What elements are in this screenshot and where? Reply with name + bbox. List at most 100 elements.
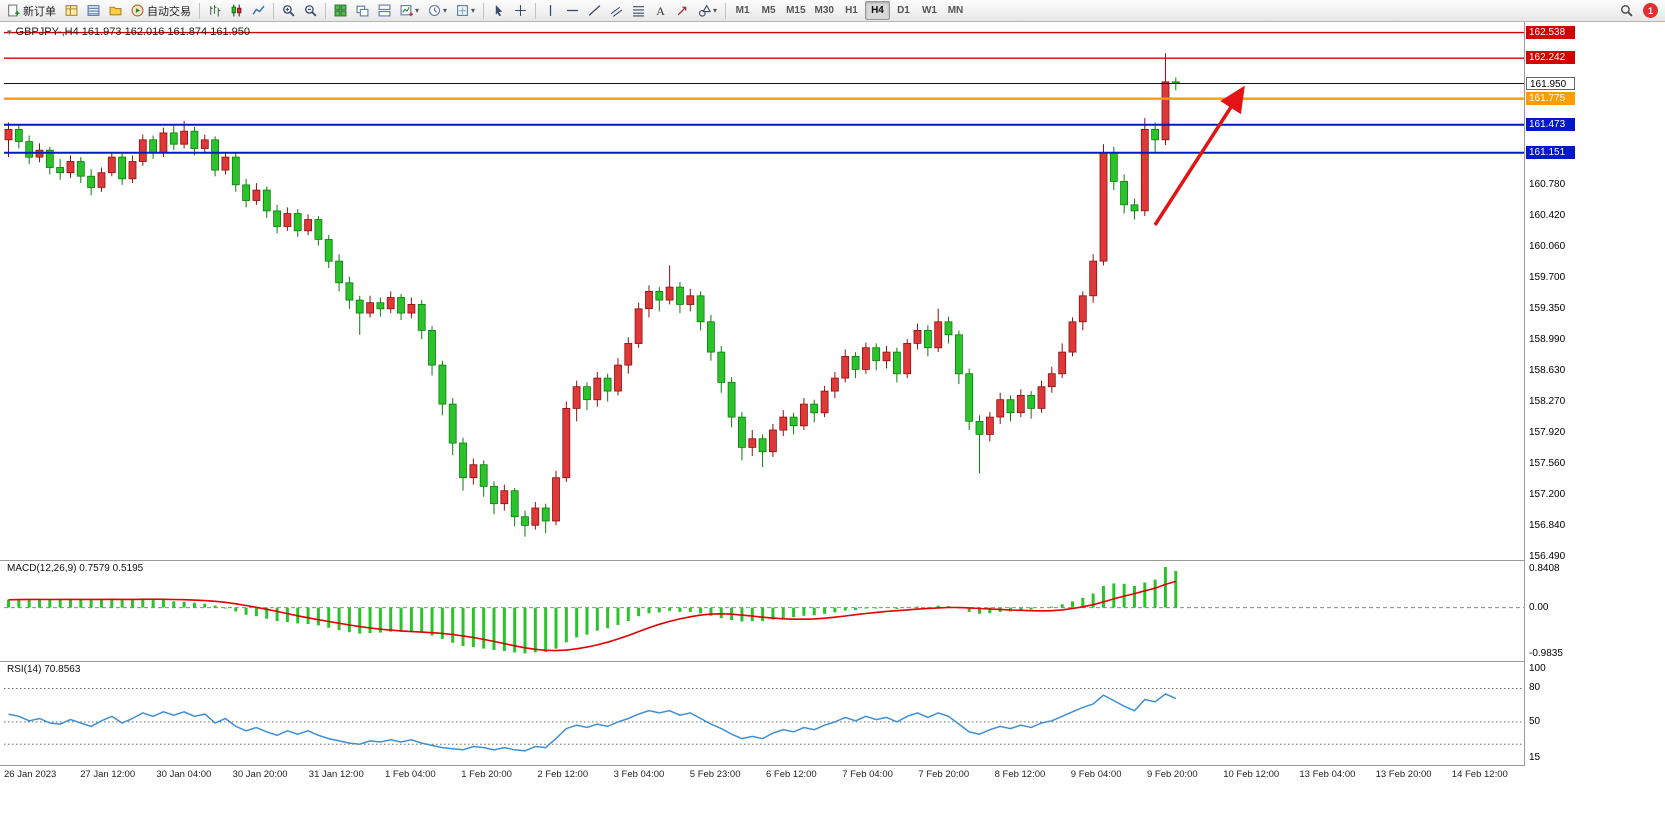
line-chart-button[interactable] (248, 1, 269, 20)
market-watch-button[interactable] (61, 1, 82, 20)
zoom-in-icon (282, 4, 295, 17)
template-icon (456, 4, 469, 17)
crosshair-button[interactable] (510, 1, 531, 20)
tline-icon (588, 4, 601, 17)
horizontal-line-button[interactable] (562, 1, 583, 20)
rsi-chart[interactable] (4, 662, 1524, 765)
toolbar-separator (535, 2, 537, 19)
level-price-label: 161.151 (1526, 145, 1575, 159)
arrange-windows-button[interactable] (352, 1, 373, 20)
macd-signal-line (8, 580, 1177, 652)
tile-windows-button[interactable] (330, 1, 351, 20)
symbol-ohlc-label: GBPJPY-,H4 161.973 162.016 161.874 161.9… (15, 26, 250, 38)
new-order-icon (7, 4, 20, 17)
dropdown-caret-icon: ▾ (471, 6, 476, 15)
price-scale-label: 159.700 (1529, 272, 1566, 284)
panel-splitter[interactable] (0, 765, 1525, 766)
zoom-out-button[interactable] (300, 1, 321, 20)
auto-trading-button-label: 自动交易 (147, 5, 191, 18)
timeframe-m15-button[interactable]: M15 (786, 5, 806, 16)
time-axis-label: 13 Feb 04:00 (1299, 769, 1356, 780)
data-window-icon (87, 4, 100, 17)
toolbar: 新订单 自动交易 ▾ ▾ ▾ A ▾ M1 M5 M15 M30 H1 H4 D1 W1 MN 1 (0, 0, 1665, 22)
price-scale-label: 160.780 (1529, 178, 1566, 190)
macd-chart[interactable] (4, 561, 1524, 661)
price-chart[interactable] (4, 22, 1524, 560)
price-scale-label: 157.920 (1529, 426, 1566, 438)
timeframe-m5-button[interactable]: M5 (761, 5, 776, 16)
price-scale-label: 159.350 (1529, 302, 1566, 314)
trendline-button[interactable] (584, 1, 605, 20)
dropdown-caret-icon: ▾ (713, 6, 718, 15)
search-icon (1620, 4, 1633, 17)
timeframe-m1-button[interactable]: M1 (735, 5, 750, 16)
toolbar-separator (725, 2, 727, 19)
vertical-line-button[interactable] (540, 1, 561, 20)
time-axis-label: 6 Feb 12:00 (766, 769, 817, 780)
time-axis-label: 8 Feb 12:00 (994, 769, 1046, 780)
time-axis-label: 27 Jan 12:00 (80, 769, 136, 780)
auto-trading-button[interactable]: 自动交易 (127, 1, 195, 20)
time-axis-label: 9 Feb 04:00 (1070, 769, 1122, 780)
timeframe-d1-button[interactable]: D1 (897, 5, 910, 16)
text-button[interactable]: A (650, 1, 671, 20)
toolbar-separator (273, 2, 274, 19)
time-axis-label: 30 Jan 04:00 (156, 769, 212, 780)
cascade-icon (378, 4, 391, 17)
time-axis-label: 3 Feb 04:00 (613, 769, 665, 780)
fibonacci-button[interactable] (628, 1, 649, 20)
cascade-windows-button[interactable] (374, 1, 395, 20)
time-axis-label: 1 Feb 04:00 (385, 769, 436, 780)
rsi-scale-label: 100 (1529, 663, 1546, 674)
level-price-label: 161.775 (1526, 91, 1575, 105)
timeframe-h1-button[interactable]: H1 (845, 5, 858, 16)
timeframe-m30-button[interactable]: M30 (814, 5, 834, 16)
timeframe-h4-button[interactable]: H4 (864, 1, 890, 20)
dropdown-caret-icon: ▾ (415, 6, 420, 15)
toolbar-separator (199, 2, 200, 19)
new-order-button[interactable]: 新订单 (3, 1, 60, 20)
candlestick-chart-button[interactable] (226, 1, 247, 20)
price-scale-label: 156.840 (1529, 520, 1566, 532)
timeframe-w1-button[interactable]: W1 (921, 5, 937, 16)
new-order-button-label: 新订单 (23, 5, 56, 18)
data-window-button[interactable] (83, 1, 104, 20)
rsi-scale-label: 15 (1529, 752, 1541, 763)
price-scale-label: 158.270 (1529, 396, 1566, 408)
level-price-label: 161.473 (1526, 117, 1575, 131)
panel-splitter[interactable] (0, 661, 1525, 662)
time-axis-label: 13 Feb 20:00 (1375, 769, 1432, 780)
bar-chart-button[interactable] (204, 1, 225, 20)
macd-scale-label: 0.00 (1529, 601, 1549, 613)
search-button[interactable] (1616, 1, 1637, 20)
shapes-icon (698, 4, 712, 17)
crosshair-icon (514, 4, 527, 17)
time-axis-label: 9 Feb 20:00 (1147, 769, 1198, 780)
cursor-button[interactable] (488, 1, 509, 20)
panel-splitter[interactable] (0, 560, 1525, 561)
macd-scale-label: 0.8408 (1529, 563, 1560, 574)
arrange-icon (356, 4, 369, 17)
hline-icon (566, 4, 579, 17)
price-scale-label: 160.060 (1529, 241, 1566, 253)
new-chart-button[interactable]: ▾ (396, 1, 423, 20)
auto-trading-icon (131, 4, 144, 17)
channel-button[interactable] (606, 1, 627, 20)
level-price-label: 161.950 (1526, 76, 1575, 90)
symbol-collapse-icon[interactable]: ▾ (7, 26, 12, 37)
notification-badge[interactable]: 1 (1643, 3, 1658, 18)
navigator-button[interactable] (105, 1, 126, 20)
trend-arrow-annotation[interactable] (1153, 85, 1245, 226)
arrows-button[interactable] (672, 1, 693, 20)
templates-button[interactable]: ▾ (452, 1, 479, 20)
timeframe-mn-button[interactable]: MN (947, 5, 964, 16)
rsi-scale-label: 80 (1529, 682, 1541, 694)
zoom-in-button[interactable] (278, 1, 299, 20)
periods-button[interactable]: ▾ (424, 1, 451, 20)
shapes-button[interactable]: ▾ (694, 1, 721, 20)
toolbar-separator (325, 2, 326, 19)
clock-icon (428, 4, 441, 17)
svg-text:A: A (656, 4, 665, 17)
time-axis-label: 2 Feb 12:00 (537, 769, 589, 780)
time-axis-label: 1 Feb 20:00 (461, 769, 512, 780)
